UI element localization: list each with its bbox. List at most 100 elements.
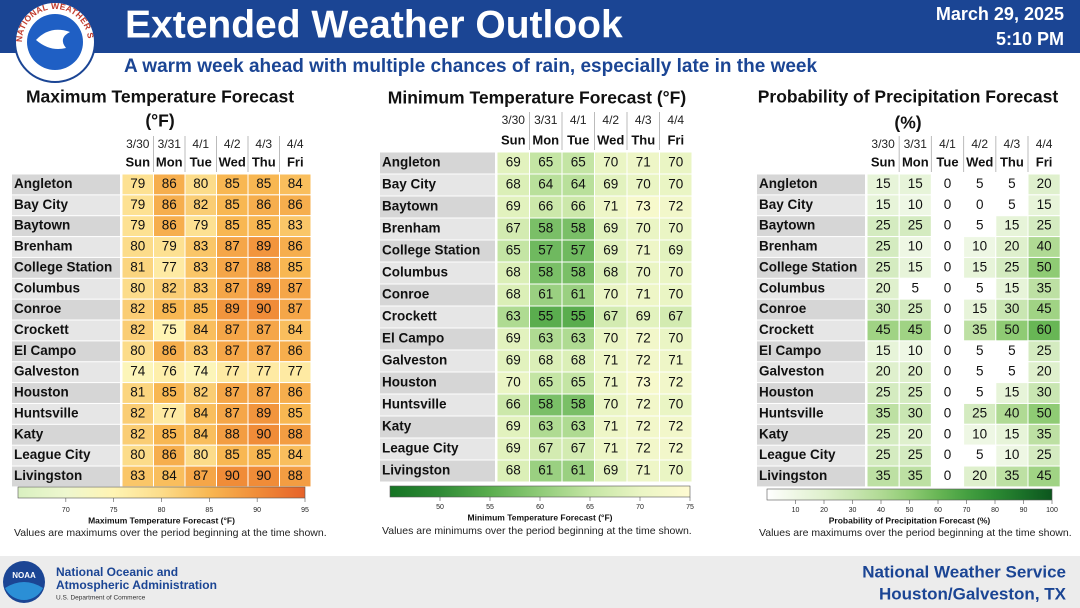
- value-label: 88: [256, 259, 271, 274]
- value-label: 25: [876, 239, 891, 254]
- value-label: 25: [876, 447, 891, 462]
- color-bar-tick-label: 60: [934, 507, 942, 514]
- color-bar-label: Maximum Temperature Forecast (°F): [88, 515, 235, 525]
- value-label: 45: [1037, 468, 1052, 483]
- value-label: 69: [506, 199, 521, 214]
- city-name: League City: [759, 447, 836, 462]
- value-label: 5: [1008, 364, 1016, 379]
- city-cell: [757, 278, 865, 299]
- date-label: 3/31: [534, 113, 558, 127]
- city-name: Galveston: [14, 364, 79, 379]
- value-label: 5: [1008, 176, 1016, 191]
- value-label: 84: [193, 426, 209, 441]
- city-name: Katy: [759, 426, 789, 441]
- value-label: 64: [571, 177, 587, 192]
- value-label: 15: [876, 176, 891, 191]
- value-cell: [659, 459, 693, 483]
- date-label: 3/30: [126, 137, 150, 151]
- value-label: 0: [944, 301, 952, 316]
- value-label: 79: [130, 218, 145, 233]
- color-bar-tick-label: 85: [205, 507, 213, 514]
- value-label: 35: [972, 322, 987, 337]
- value-label: 5: [976, 343, 984, 358]
- value-label: 0: [944, 176, 952, 191]
- city-name: Columbus: [759, 280, 825, 295]
- value-label: 87: [225, 280, 240, 295]
- value-label: 85: [288, 405, 303, 420]
- day-label: Thu: [1000, 154, 1024, 169]
- value-label: 87: [225, 343, 240, 358]
- color-bar-tick-label: 90: [253, 507, 261, 514]
- value-label: 77: [225, 364, 240, 379]
- value-label: 90: [256, 426, 271, 441]
- value-label: 0: [944, 322, 952, 337]
- agency: Atmospheric Administration: [56, 578, 217, 592]
- city-cell: [12, 445, 120, 466]
- value-label: 5: [976, 218, 984, 233]
- value-label: 35: [876, 468, 891, 483]
- value-label: 84: [288, 447, 304, 462]
- value-label: 0: [976, 197, 984, 212]
- value-label: 86: [288, 197, 303, 212]
- date-label: 4/2: [602, 113, 619, 127]
- value-label: 50: [1004, 322, 1019, 337]
- header-bar: [0, 0, 1080, 53]
- value-label: 70: [668, 397, 683, 412]
- day-label: Tue: [190, 154, 212, 169]
- city-name: Crockett: [14, 322, 69, 337]
- date-label: 4/3: [635, 113, 652, 127]
- value-label: 81: [130, 385, 145, 400]
- value-label: 77: [162, 405, 177, 420]
- value-label: 61: [571, 287, 586, 302]
- value-label: 69: [506, 419, 521, 434]
- value-label: 25: [876, 426, 891, 441]
- value-label: 83: [193, 280, 208, 295]
- value-label: 86: [288, 343, 303, 358]
- value-label: 70: [603, 287, 618, 302]
- city-name: Galveston: [382, 353, 447, 368]
- value-label: 85: [256, 447, 271, 462]
- city-name: College Station: [14, 259, 112, 274]
- day-label: Wed: [219, 154, 246, 169]
- value-label: 10: [1004, 447, 1019, 462]
- value-label: 70: [636, 221, 651, 236]
- value-label: 25: [876, 385, 891, 400]
- value-label: 15: [1004, 426, 1019, 441]
- value-label: 79: [130, 176, 145, 191]
- value-label: 82: [193, 385, 208, 400]
- value-label: 80: [193, 447, 208, 462]
- value-label: 20: [1037, 176, 1052, 191]
- city-cell: [12, 320, 120, 341]
- value-label: 63: [571, 419, 586, 434]
- value-label: 65: [506, 243, 521, 258]
- value-label: 10: [908, 197, 923, 212]
- value-label: 90: [256, 468, 271, 483]
- forecast-panel: Maximum Temperature Forecast (°F) 3/30 Sun 3…: [12, 87, 327, 539]
- value-label: 5: [976, 447, 984, 462]
- value-label: 85: [162, 385, 177, 400]
- color-bar-tick-label: 80: [991, 507, 999, 514]
- value-label: 80: [130, 280, 145, 295]
- city-name: Bay City: [759, 197, 814, 212]
- value-label: 25: [1004, 259, 1019, 274]
- day-label: Mon: [156, 154, 183, 169]
- panel-title: Probability of Precipitation Forecast: [758, 87, 1059, 107]
- value-label: 25: [908, 385, 923, 400]
- value-label: 5: [1008, 343, 1016, 358]
- value-label: 25: [972, 405, 987, 420]
- value-label: 0: [944, 364, 952, 379]
- day-label: Fri: [287, 154, 304, 169]
- value-label: 84: [193, 405, 209, 420]
- value-label: 77: [256, 364, 271, 379]
- city-name: Huntsville: [14, 405, 79, 420]
- value-label: 75: [162, 322, 177, 337]
- value-label: 87: [256, 343, 271, 358]
- value-label: 86: [162, 218, 177, 233]
- city-cell: [12, 362, 120, 383]
- city-cell: [380, 196, 495, 218]
- value-label: 82: [193, 197, 208, 212]
- value-label: 25: [908, 218, 923, 233]
- value-label: 15: [1004, 218, 1019, 233]
- value-label: 0: [944, 385, 952, 400]
- value-label: 89: [256, 280, 271, 295]
